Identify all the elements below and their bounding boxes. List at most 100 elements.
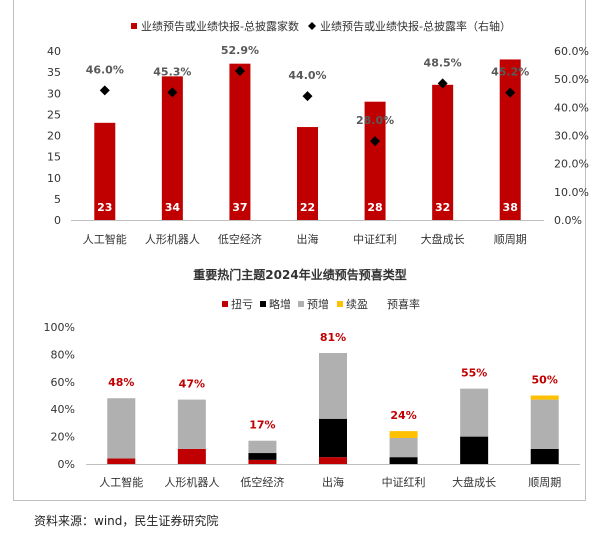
rate-label: 50% — [532, 374, 558, 387]
bar — [161, 76, 183, 220]
rate-label: 44.0% — [288, 69, 326, 82]
stack-segment — [460, 388, 489, 437]
stack-segment — [389, 457, 418, 464]
rate-label: 17% — [249, 419, 275, 432]
y-tick-label: 0% — [58, 458, 75, 471]
stack-segment — [319, 457, 347, 464]
y-tick-label: 35 — [47, 66, 61, 79]
legend-label: 扭亏 — [231, 297, 253, 311]
chart-title: 重要热门主题2024年业绩预告预喜类型 — [193, 267, 406, 282]
y-tick-label: 40% — [51, 403, 75, 416]
x-tick-label: 人形机器人 — [145, 232, 200, 246]
y2-tick-label: 50.0% — [554, 73, 589, 86]
bar-value-label: 37 — [232, 201, 247, 214]
rate-label: 47% — [179, 378, 205, 391]
bar — [94, 122, 116, 220]
bar — [432, 84, 454, 220]
source-note: 资料来源：wind，民生证券研究院 — [34, 514, 219, 528]
bar-value-label: 28 — [367, 201, 382, 214]
stack-segment — [530, 399, 559, 449]
stack-segment — [389, 437, 418, 458]
stack-segment — [107, 398, 136, 459]
y2-tick-label: 20.0% — [554, 158, 589, 171]
rate-label: 45.3% — [153, 65, 191, 78]
bar — [499, 59, 521, 221]
x-tick-label: 低空经济 — [218, 232, 262, 246]
stack-segment — [248, 459, 277, 464]
bar — [229, 63, 251, 220]
bar-value-label: 22 — [300, 201, 315, 214]
stack-segment — [530, 395, 559, 400]
legend-swatch — [222, 301, 228, 307]
rate-label: 81% — [320, 331, 346, 344]
legend-label: 预喜率 — [387, 297, 420, 311]
y-tick-label: 0 — [54, 214, 61, 227]
y-tick-label: 25 — [47, 108, 61, 121]
bottom-divider — [13, 500, 586, 501]
bar-value-label: 23 — [97, 201, 112, 214]
stack-segment — [319, 418, 347, 458]
y2-tick-label: 0.0% — [554, 214, 582, 227]
x-tick-label: 顺周期 — [494, 233, 527, 246]
x-tick-label: 顺周期 — [528, 476, 561, 489]
bar-value-label: 38 — [503, 201, 518, 214]
x-tick-label: 低空经济 — [240, 475, 284, 489]
rate-label: 55% — [461, 367, 487, 380]
y-tick-label: 30 — [47, 87, 61, 100]
rate-point — [505, 87, 516, 98]
disclosure-chart: 业绩预告或业绩快报-总披露家数 业绩预告或业绩快报-总披露率（右轴） 0 5 10 15 2… — [47, 19, 589, 246]
rate-point — [99, 85, 110, 96]
stack-segment — [177, 399, 206, 449]
rate-label: 28.0% — [356, 114, 394, 127]
legend-swatch — [260, 301, 266, 307]
y-tick-label: 20% — [51, 431, 75, 444]
stack-segment — [107, 458, 136, 464]
y-tick-label: 60% — [51, 376, 75, 389]
rate-point — [302, 91, 313, 102]
bar — [297, 127, 318, 220]
legend-swatch-rate — [308, 22, 316, 30]
rate-label: 24% — [390, 409, 416, 422]
legend-label-bars: 业绩预告或业绩快报-总披露家数 — [141, 19, 299, 33]
legend-label: 略增 — [269, 297, 291, 311]
x-tick-label: 大盘成长 — [452, 475, 496, 489]
rate-point — [437, 78, 448, 89]
legend-label: 续盈 — [346, 297, 368, 311]
y2-tick-label: 10.0% — [554, 186, 589, 199]
legend-swatch — [337, 301, 343, 307]
rate-label: 48% — [108, 376, 134, 389]
rate-point — [234, 65, 245, 76]
bar-value-label: 34 — [165, 201, 181, 214]
y2-tick-label: 30.0% — [554, 130, 589, 143]
bar — [364, 101, 386, 220]
stack-segment — [389, 431, 418, 438]
rate-label: 46.0% — [86, 63, 124, 76]
chart-frame — [13, 0, 586, 500]
x-tick-label: 人工智能 — [83, 232, 127, 246]
stack-segment — [460, 436, 489, 464]
x-tick-label: 中证红利 — [382, 476, 426, 489]
stack-segment — [177, 448, 206, 464]
rate-label: 48.5% — [424, 56, 462, 69]
rate-label: 45.2% — [491, 66, 529, 79]
y-tick-label: 20 — [47, 130, 61, 143]
x-tick-label: 人工智能 — [99, 475, 143, 489]
bar-value-label: 32 — [435, 201, 450, 214]
x-tick-label: 出海 — [297, 232, 319, 246]
x-tick-label: 大盘成长 — [421, 232, 465, 246]
x-tick-label: 中证红利 — [353, 233, 397, 246]
rate-label: 52.9% — [221, 44, 259, 57]
stack-segment — [248, 453, 277, 460]
y-tick-label: 10 — [47, 172, 61, 185]
y-tick-label: 40 — [47, 45, 61, 58]
x-tick-label: 人形机器人 — [164, 475, 219, 489]
legend-swatch-bars — [131, 23, 137, 29]
stack-segment — [530, 448, 559, 464]
y2-tick-label: 60.0% — [554, 45, 589, 58]
y2-tick-label: 40.0% — [554, 101, 589, 114]
y-tick-label: 15 — [47, 151, 61, 164]
legend-label-rate: 业绩预告或业绩快报-总披露率（右轴） — [320, 19, 511, 33]
y-tick-label: 5 — [54, 193, 61, 206]
x-tick-label: 出海 — [322, 475, 344, 489]
